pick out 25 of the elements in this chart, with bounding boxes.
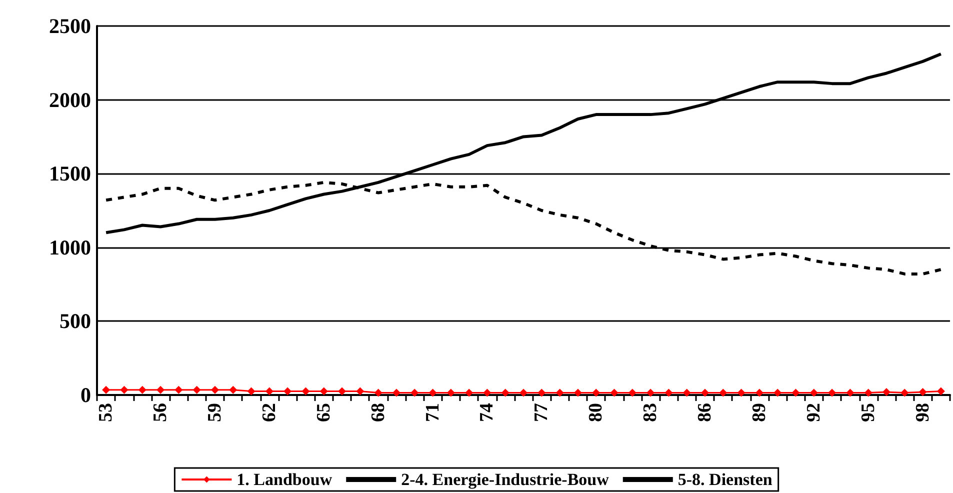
x-tick-label: 77 <box>531 402 552 422</box>
x-tick-label: 95 <box>858 403 879 422</box>
x-tick-label: 65 <box>313 403 334 422</box>
y-tick-label: 1500 <box>49 162 91 186</box>
y-tick-label: 2000 <box>49 88 91 112</box>
x-tick-label: 98 <box>912 403 934 422</box>
legend-label: 2-4. Energie-Industrie-Bouw <box>401 470 610 489</box>
x-tick-label: 53 <box>96 403 117 422</box>
x-tick-label: 92 <box>803 403 824 422</box>
legend-label: 5-8. Diensten <box>678 470 773 489</box>
y-tick-label: 0 <box>80 383 91 407</box>
y-tick-label: 500 <box>60 309 91 334</box>
x-tick-label: 59 <box>204 403 226 422</box>
x-tick-label: 74 <box>476 402 498 422</box>
y-tick-label: 2500 <box>49 14 91 38</box>
x-tick-label: 80 <box>586 403 607 422</box>
x-tick-label: 83 <box>640 403 662 422</box>
legend-label: 1. Landbouw <box>236 470 333 489</box>
x-tick-label: 86 <box>694 403 716 422</box>
x-tick-label: 89 <box>748 403 770 422</box>
x-tick-label: 62 <box>258 403 280 422</box>
x-tick-label: 56 <box>150 403 172 422</box>
y-tick-label: 1000 <box>49 235 91 260</box>
x-tick-label: 71 <box>422 403 444 422</box>
x-tick-label: 68 <box>368 403 389 422</box>
